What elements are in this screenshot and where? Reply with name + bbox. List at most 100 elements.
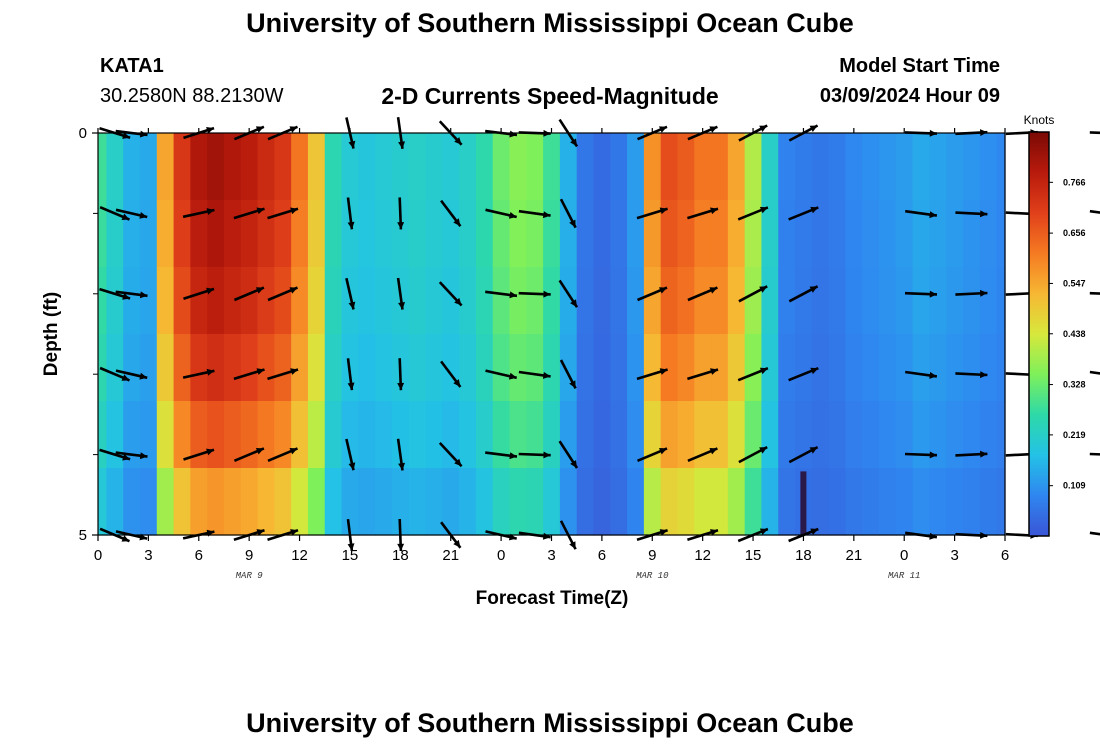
- heatmap-cell: [492, 334, 511, 402]
- heatmap-cell: [291, 334, 309, 402]
- current-vector-arrow: [518, 209, 551, 219]
- heatmap-cell: [627, 200, 645, 268]
- heatmap-cell: [593, 468, 611, 536]
- current-vector-arrow: [440, 199, 462, 227]
- heatmap-cell: [912, 200, 931, 268]
- heatmap-cell: [98, 133, 107, 201]
- current-vector-arrow: [788, 285, 819, 303]
- colorbar-label: 0.656: [1063, 228, 1086, 238]
- heatmap-cell: [963, 200, 981, 268]
- heatmap-cell: [543, 334, 561, 402]
- heatmap-cell: [106, 468, 124, 536]
- current-vector-arrow: [396, 277, 405, 310]
- heatmap-cell: [509, 200, 527, 268]
- heatmap-cell: [778, 200, 796, 268]
- heatmap-cell: [744, 267, 763, 335]
- heatmap-cell: [408, 200, 427, 268]
- heatmap-cell: [459, 133, 477, 201]
- heatmap-cell: [711, 334, 729, 402]
- heatmap-cell: [643, 334, 662, 402]
- heatmap-cell: [559, 334, 578, 402]
- heatmap-cell: [274, 334, 292, 402]
- heatmap-cell: [694, 133, 712, 201]
- heatmap-cell: [627, 401, 645, 469]
- current-vector-arrow: [345, 438, 356, 471]
- heatmap-cell: [207, 401, 225, 469]
- heatmap-cell: [711, 401, 729, 469]
- current-vector-arrow: [115, 530, 148, 541]
- heatmap-cell: [576, 468, 595, 536]
- current-vector-arrow: [905, 209, 938, 219]
- current-vector-arrow: [99, 206, 131, 221]
- min-speed-cell: [800, 471, 807, 535]
- heatmap-cell: [795, 334, 813, 402]
- heatmap-cell: [257, 468, 275, 536]
- heatmap-cell: [610, 200, 628, 268]
- heatmap-cell: [963, 334, 981, 402]
- heatmap-cell: [408, 334, 427, 402]
- current-vector-arrow: [905, 370, 938, 379]
- heatmap-cell: [610, 267, 628, 335]
- heatmap-cell: [862, 468, 880, 536]
- heatmap-cell: [274, 401, 292, 469]
- heatmap-cell: [375, 334, 393, 402]
- heatmap-cell: [795, 200, 813, 268]
- model-start-value: 03/09/2024 Hour 09: [819, 85, 1000, 107]
- heatmap-cell: [627, 133, 645, 201]
- current-vector-arrow: [99, 366, 131, 382]
- heatmap-cell: [879, 334, 897, 402]
- heatmap-cell: [895, 267, 914, 335]
- heatmap-cell: [543, 200, 561, 268]
- heatmap-cell: [307, 334, 326, 402]
- station-id: KATA1: [100, 55, 164, 77]
- heatmap-cell: [761, 200, 779, 268]
- heatmap-cell: [559, 401, 578, 469]
- current-vector-arrow: [1089, 291, 1100, 295]
- heatmap-cell: [727, 401, 746, 469]
- heatmap-cell: [408, 468, 427, 536]
- colorbar-label: 0.438: [1063, 329, 1086, 339]
- heatmap-cell: [946, 334, 964, 402]
- heatmap-cell: [98, 267, 107, 335]
- main-title: University of Southern Mississippi Ocean…: [246, 8, 854, 38]
- current-vector-arrow: [687, 447, 718, 462]
- heatmap-cell: [979, 334, 998, 402]
- heatmap-cell: [98, 200, 107, 268]
- heatmap-cell: [106, 200, 124, 268]
- current-vector-arrow: [518, 129, 551, 137]
- heatmap-cell: [391, 468, 410, 536]
- heatmap-cell: [139, 200, 158, 268]
- date-label: MAR 10: [636, 571, 669, 581]
- heatmap-cell: [240, 200, 259, 268]
- heatmap-cell: [879, 200, 897, 268]
- heatmap-cell: [408, 401, 427, 469]
- colorbar-label: 0.547: [1063, 278, 1086, 288]
- heatmap-cell: [358, 133, 376, 201]
- heatmap-cell: [526, 133, 544, 201]
- heatmap-cell: [123, 401, 141, 469]
- heatmap-cell: [727, 468, 746, 536]
- x-tick-label: 21: [442, 547, 459, 564]
- heatmap-cell: [492, 401, 511, 469]
- heatmap-cell: [845, 468, 863, 536]
- colorbar-title: Knots: [1024, 113, 1055, 127]
- current-vector-arrow: [440, 360, 462, 388]
- heatmap-cell: [912, 401, 931, 469]
- heatmap-cell: [492, 267, 511, 335]
- current-vector-arrow: [737, 366, 769, 382]
- heatmap-cell: [173, 200, 191, 268]
- heatmap-cell: [778, 267, 796, 335]
- heatmap-cell: [543, 401, 561, 469]
- heatmap-cell: [240, 334, 259, 402]
- heatmap-cell: [643, 401, 662, 469]
- current-vector-arrow: [788, 445, 819, 464]
- heatmap-cell: [711, 468, 729, 536]
- current-vector-arrow: [267, 529, 299, 541]
- heatmap-cell: [139, 267, 158, 335]
- heatmap-cell: [190, 200, 208, 268]
- current-vector-arrow: [955, 532, 988, 539]
- heatmap-cell: [391, 200, 410, 268]
- current-vector-arrow: [905, 531, 938, 540]
- y-tick-label: 5: [79, 527, 87, 544]
- heatmap-cell: [761, 401, 779, 469]
